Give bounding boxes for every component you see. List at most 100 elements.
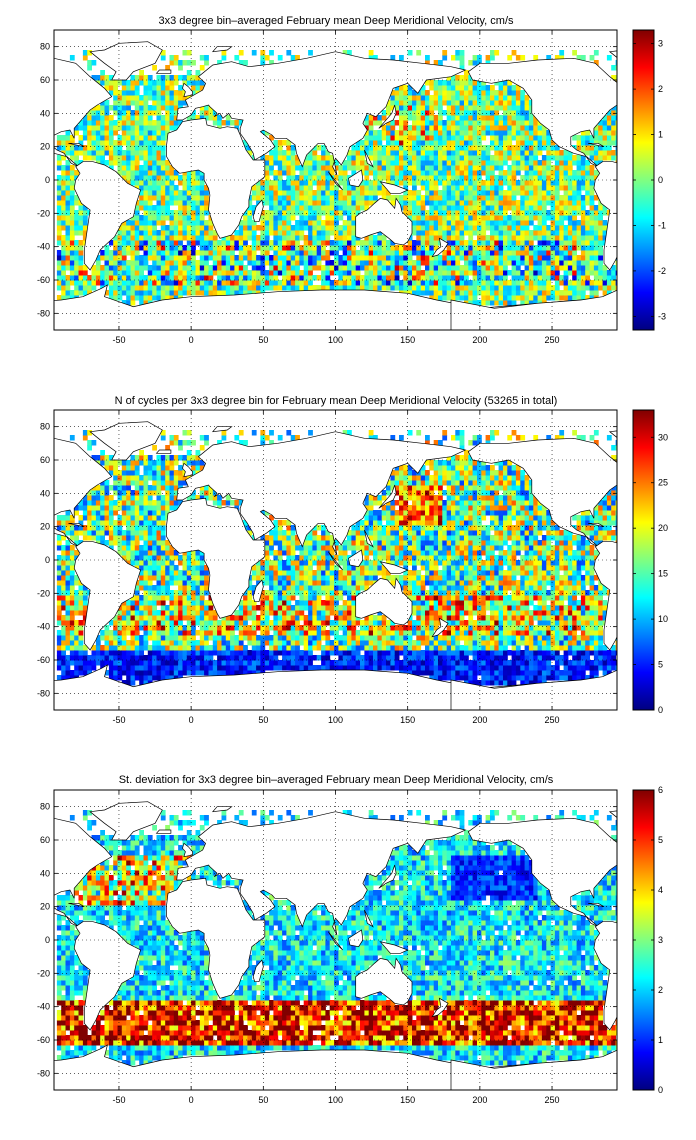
heatmap-cell [390,135,396,141]
heatmap-cell [260,215,266,221]
heatmap-cell [143,610,149,616]
heatmap-cell [156,635,162,641]
heatmap-cell [347,150,352,156]
heatmap-cell [442,190,448,196]
heatmap-cell [325,265,331,271]
heatmap-cell [169,275,175,281]
heatmap-cell [312,200,318,206]
heatmap-cell [104,120,110,126]
heatmap-cell [143,620,149,626]
heatmap-cell [429,135,435,141]
panel-cycle-count: N of cycles per 3x3 degree bin for Febru… [37,395,668,725]
heatmap-cell [87,120,92,126]
heatmap-cell [134,610,140,616]
heatmap-cell [515,285,521,291]
heatmap-cell [87,275,92,281]
heatmap-cell [108,465,114,471]
heatmap-cell [351,195,357,201]
heatmap-cell [178,270,183,276]
heatmap-cell [442,210,448,216]
heatmap-cell [295,220,300,226]
heatmap-cell [490,115,495,121]
heatmap-cell [446,150,452,156]
heatmap-cell [455,195,461,201]
heatmap-cell [65,605,71,611]
heatmap-cell [433,105,439,111]
heatmap-cell [191,240,196,246]
heatmap-cell [121,495,127,501]
heatmap-cell [598,240,603,246]
heatmap-cell [277,215,283,221]
heatmap-cell [286,205,292,211]
heatmap-cell [143,145,149,151]
heatmap-cell [134,185,140,191]
heatmap-cell [152,555,157,561]
heatmap-cell [433,115,439,121]
heatmap-cell [156,555,162,561]
heatmap-cell [373,160,378,166]
heatmap-cell [381,250,387,256]
heatmap-cell [143,560,149,566]
heatmap-cell [121,550,127,556]
heatmap-cell [139,520,144,526]
heatmap-cell [199,200,205,206]
heatmap-cell [169,220,175,226]
heatmap-cell [243,285,248,291]
heatmap-cell [260,235,266,241]
heatmap-cell [507,145,513,151]
heatmap-cell [264,210,270,216]
heatmap-cell [130,510,136,516]
heatmap-cell [528,115,534,121]
heatmap-cell [567,220,573,226]
heatmap-cell [152,595,157,601]
heatmap-cell [541,290,547,296]
heatmap-cell [165,260,170,266]
heatmap-cell [554,175,560,181]
heatmap-cell [507,255,513,261]
heatmap-cell [429,105,435,111]
heatmap-cell [416,160,422,166]
heatmap-cell [295,280,300,286]
heatmap-cell [442,170,448,176]
heatmap-cell [91,500,97,506]
heatmap-cell [541,275,547,281]
heatmap-cell [260,210,266,216]
heatmap-cell [429,230,435,236]
heatmap-cell [186,230,192,236]
heatmap-cell [338,260,344,266]
heatmap-cell [585,135,590,141]
heatmap-cell [429,200,435,206]
heatmap-cell [381,275,387,281]
heatmap-cell [143,485,149,491]
heatmap-cell [325,190,331,196]
heatmap-cell [503,265,508,271]
heatmap-cell [56,570,62,576]
heatmap-cell [160,275,166,281]
heatmap-cell [416,255,422,261]
heatmap-cell [611,155,616,161]
heatmap-cell [446,145,452,151]
heatmap-cell [554,155,560,161]
heatmap-cell [113,260,118,266]
heatmap-cell [554,230,560,236]
heatmap-cell [113,90,118,96]
heatmap-cell [355,200,361,206]
heatmap-cell [312,180,318,186]
heatmap-cell [368,245,374,251]
heatmap-cell [355,275,361,281]
heatmap-cell [108,75,114,81]
heatmap-cell [286,255,292,261]
y-tick-label: 0 [45,175,50,185]
heatmap-cell [550,260,556,266]
heatmap-cell [260,285,266,291]
heatmap-cell [147,175,153,181]
heatmap-cell [308,185,313,191]
heatmap-cell [533,245,539,251]
heatmap-cell [139,300,144,306]
heatmap-cell [377,135,383,141]
heatmap-cell [498,140,504,146]
heatmap-cell [113,645,118,651]
heatmap-cell [61,600,66,606]
heatmap-cell [338,205,344,211]
heatmap-cell [139,290,144,296]
